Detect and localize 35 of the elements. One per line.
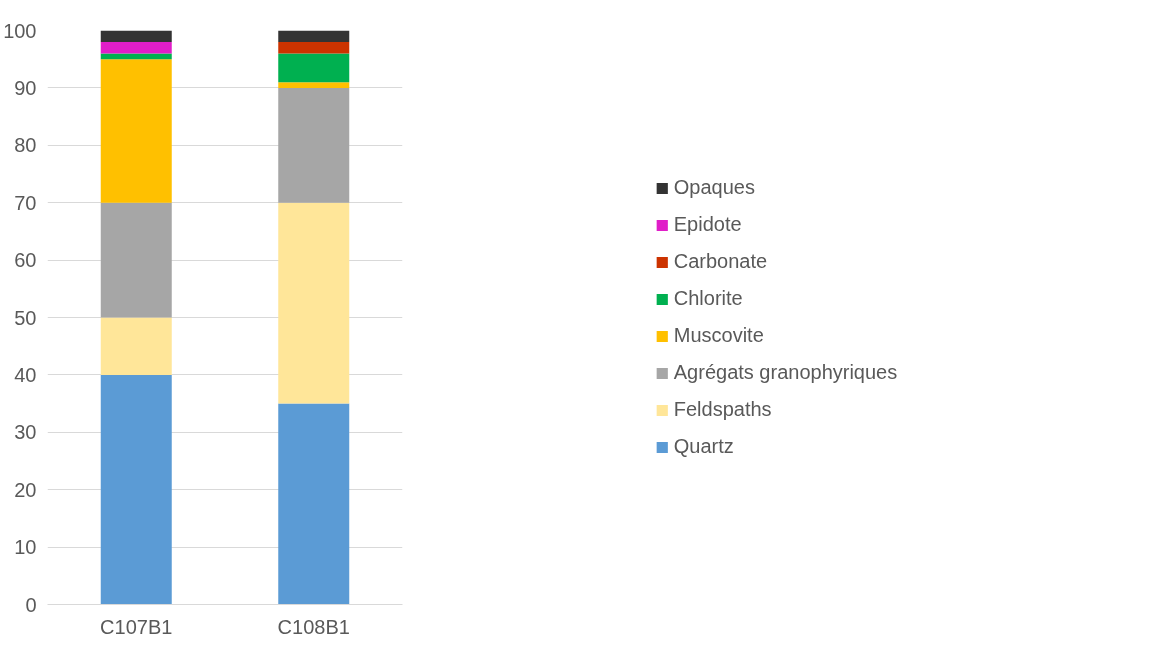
y-tick-label: 40 [14, 363, 37, 386]
y-tick-label: 30 [14, 421, 37, 444]
bar [100, 202, 172, 318]
bar [100, 59, 172, 203]
y-tick-label: 0 [25, 593, 37, 616]
legend-label: Opaques [673, 176, 755, 199]
bar [100, 317, 172, 375]
y-tick-label: 80 [14, 134, 37, 157]
bar [278, 30, 350, 42]
legend-label: Feldspaths [673, 398, 772, 421]
x-tick-label: C107B1 [100, 615, 173, 638]
y-tick-label: 90 [14, 76, 37, 99]
y-tick-label: 10 [14, 536, 37, 559]
bar [278, 82, 350, 88]
legend-label: Muscovite [673, 324, 764, 347]
y-tick-label: 70 [14, 191, 37, 214]
bar [278, 202, 350, 404]
y-tick-label: 50 [14, 306, 37, 329]
x-tick-label: C108B1 [277, 615, 350, 638]
bar [100, 41, 172, 54]
y-tick-label: 60 [14, 249, 37, 272]
bar [100, 53, 172, 60]
bar [278, 87, 350, 203]
bar [278, 403, 350, 605]
bar [100, 374, 172, 605]
bar [100, 30, 172, 42]
y-tick-label: 100 [3, 19, 37, 42]
legend-label: Chlorite [673, 287, 743, 310]
bar [278, 41, 350, 54]
legend-label: Agrégats granophyriques [673, 361, 898, 384]
bar [278, 53, 350, 83]
legend-label: Epidote [673, 213, 742, 236]
legend-label: Carbonate [673, 250, 768, 273]
legend-label: Quartz [673, 435, 734, 458]
y-tick-label: 20 [14, 478, 37, 501]
